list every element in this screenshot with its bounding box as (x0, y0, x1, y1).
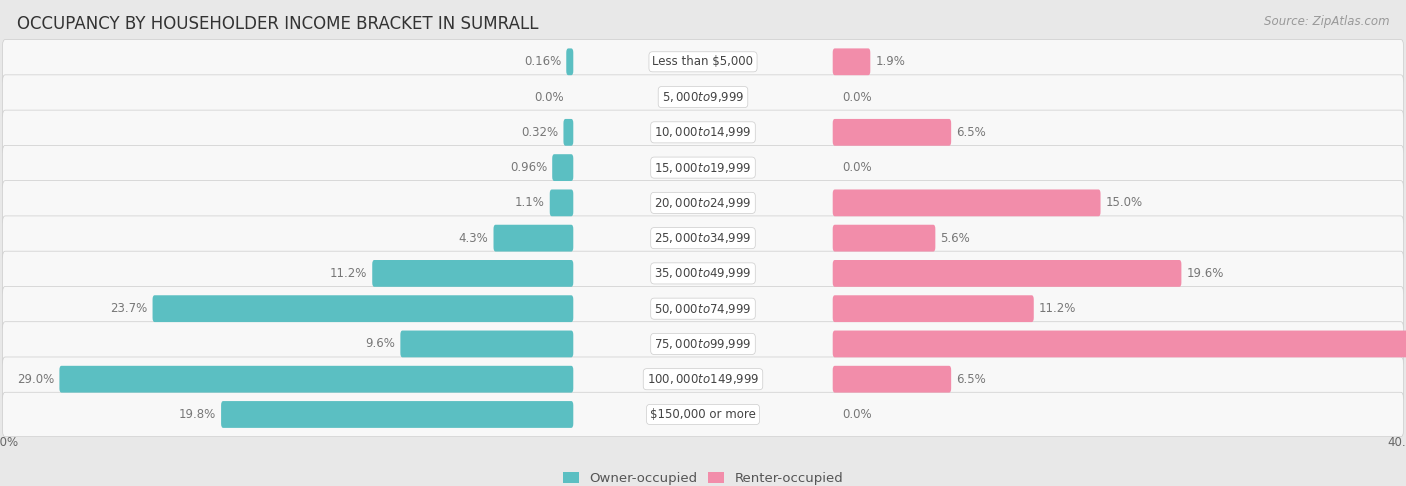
FancyBboxPatch shape (3, 322, 1403, 366)
Text: 0.16%: 0.16% (524, 55, 561, 69)
Text: 19.6%: 19.6% (1187, 267, 1223, 280)
FancyBboxPatch shape (567, 49, 574, 75)
Text: $10,000 to $14,999: $10,000 to $14,999 (654, 125, 752, 139)
Text: 40.0%: 40.0% (0, 435, 18, 449)
Text: 0.32%: 0.32% (522, 126, 558, 139)
Text: $100,000 to $149,999: $100,000 to $149,999 (647, 372, 759, 386)
Text: 0.0%: 0.0% (842, 408, 872, 421)
FancyBboxPatch shape (3, 251, 1403, 295)
Text: $20,000 to $24,999: $20,000 to $24,999 (654, 196, 752, 210)
Text: 6.5%: 6.5% (956, 126, 986, 139)
FancyBboxPatch shape (3, 75, 1403, 119)
Text: $25,000 to $34,999: $25,000 to $34,999 (654, 231, 752, 245)
Text: 0.96%: 0.96% (510, 161, 547, 174)
Text: $35,000 to $49,999: $35,000 to $49,999 (654, 266, 752, 280)
Text: 29.0%: 29.0% (17, 373, 55, 386)
FancyBboxPatch shape (832, 330, 1406, 357)
FancyBboxPatch shape (3, 110, 1403, 155)
Text: 0.0%: 0.0% (842, 90, 872, 104)
Text: 23.7%: 23.7% (111, 302, 148, 315)
FancyBboxPatch shape (373, 260, 574, 287)
FancyBboxPatch shape (564, 119, 574, 146)
Text: 40.0%: 40.0% (1388, 435, 1406, 449)
Text: 4.3%: 4.3% (458, 232, 489, 244)
FancyBboxPatch shape (832, 225, 935, 252)
FancyBboxPatch shape (3, 286, 1403, 331)
FancyBboxPatch shape (401, 330, 574, 357)
FancyBboxPatch shape (832, 119, 950, 146)
Text: 15.0%: 15.0% (1105, 196, 1143, 209)
FancyBboxPatch shape (553, 154, 574, 181)
FancyBboxPatch shape (550, 190, 574, 216)
FancyBboxPatch shape (832, 295, 1033, 322)
Text: 1.1%: 1.1% (515, 196, 546, 209)
Text: $15,000 to $19,999: $15,000 to $19,999 (654, 160, 752, 174)
FancyBboxPatch shape (832, 49, 870, 75)
FancyBboxPatch shape (3, 392, 1403, 437)
Text: $75,000 to $99,999: $75,000 to $99,999 (654, 337, 752, 351)
FancyBboxPatch shape (3, 216, 1403, 260)
FancyBboxPatch shape (221, 401, 574, 428)
Text: 11.2%: 11.2% (330, 267, 367, 280)
FancyBboxPatch shape (832, 260, 1181, 287)
Legend: Owner-occupied, Renter-occupied: Owner-occupied, Renter-occupied (558, 467, 848, 486)
Text: 19.8%: 19.8% (179, 408, 217, 421)
Text: Source: ZipAtlas.com: Source: ZipAtlas.com (1264, 15, 1389, 28)
FancyBboxPatch shape (832, 190, 1101, 216)
FancyBboxPatch shape (3, 357, 1403, 401)
FancyBboxPatch shape (3, 39, 1403, 84)
FancyBboxPatch shape (3, 181, 1403, 225)
Text: 0.0%: 0.0% (842, 161, 872, 174)
Text: 6.5%: 6.5% (956, 373, 986, 386)
Text: 1.9%: 1.9% (875, 55, 905, 69)
Text: OCCUPANCY BY HOUSEHOLDER INCOME BRACKET IN SUMRALL: OCCUPANCY BY HOUSEHOLDER INCOME BRACKET … (17, 15, 538, 33)
FancyBboxPatch shape (832, 366, 950, 393)
Text: 0.0%: 0.0% (534, 90, 564, 104)
Text: $50,000 to $74,999: $50,000 to $74,999 (654, 302, 752, 316)
Text: 9.6%: 9.6% (366, 337, 395, 350)
FancyBboxPatch shape (153, 295, 574, 322)
Text: 5.6%: 5.6% (941, 232, 970, 244)
FancyBboxPatch shape (3, 145, 1403, 190)
Text: Less than $5,000: Less than $5,000 (652, 55, 754, 69)
Text: $5,000 to $9,999: $5,000 to $9,999 (662, 90, 744, 104)
FancyBboxPatch shape (59, 366, 574, 393)
FancyBboxPatch shape (494, 225, 574, 252)
Text: 11.2%: 11.2% (1039, 302, 1076, 315)
Text: $150,000 or more: $150,000 or more (650, 408, 756, 421)
